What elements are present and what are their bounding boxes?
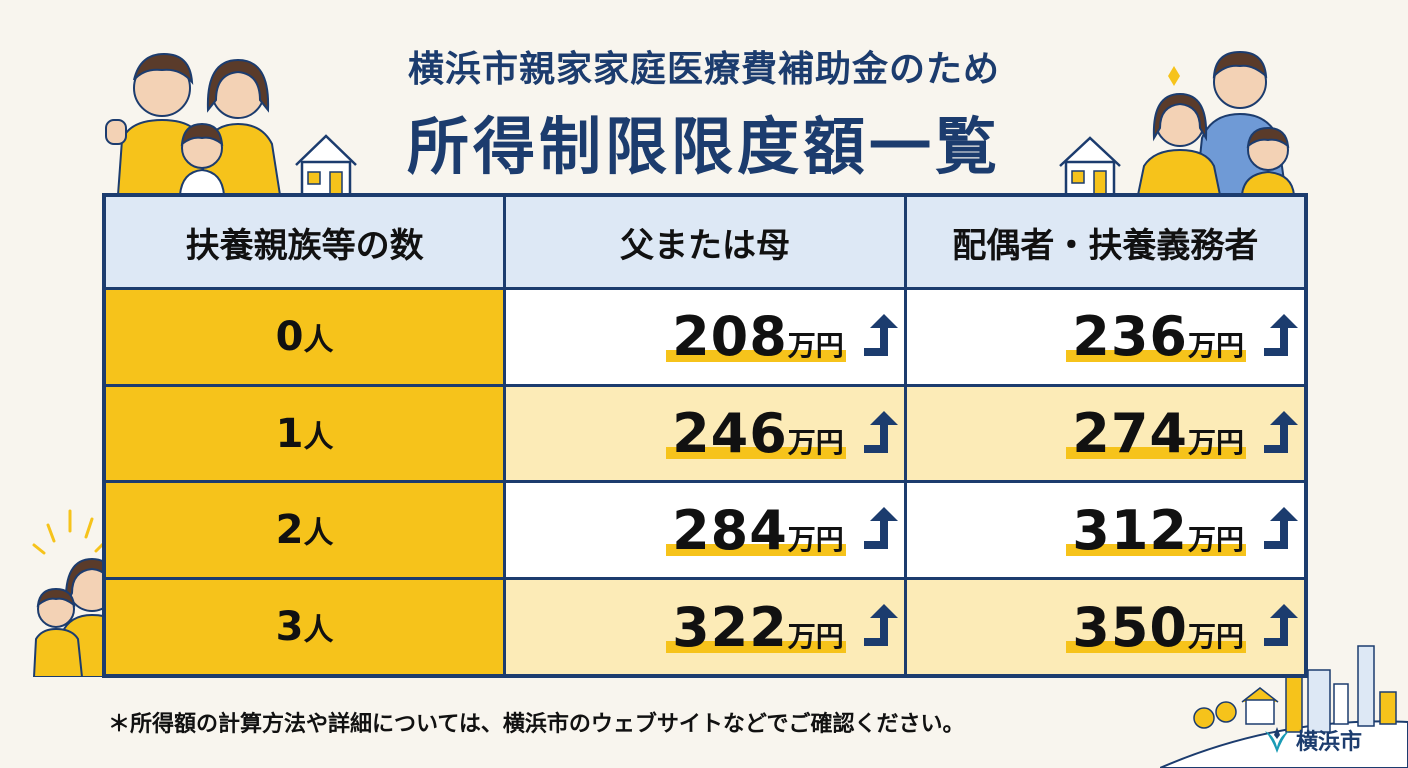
footnote: ＊所得額の計算方法や詳細については、横浜市のウェブサイトなどでご確認ください。 xyxy=(108,712,965,737)
parent-amount: 208 xyxy=(672,305,788,369)
amount-unit: 万円 xyxy=(787,426,844,460)
arrow-up-icon xyxy=(1264,507,1298,550)
amount-unit: 万円 xyxy=(787,522,844,556)
spouse-limit-cell: 312万円 xyxy=(903,480,1308,581)
dependents-count-cell: 1人 xyxy=(102,383,507,484)
dependents-unit: 人 xyxy=(303,516,334,552)
header-parent: 父または母 xyxy=(503,193,907,290)
arrow-up-icon xyxy=(863,410,898,453)
spouse-amount: 350 xyxy=(1072,595,1188,659)
parent-limit-cell: 284万円 xyxy=(503,480,907,581)
city-skyline-illustration xyxy=(1160,645,1408,768)
table-row: 3人 322万円 350万円 xyxy=(102,577,1308,678)
arrow-up-icon xyxy=(863,313,898,356)
family-illustration-left xyxy=(105,52,357,195)
parent-amount: 246 xyxy=(672,402,788,466)
parent-amount: 322 xyxy=(672,595,788,659)
table-row: 0人 208万円 236万円 xyxy=(102,287,1308,387)
amount-unit: 万円 xyxy=(1187,619,1244,653)
dependents-count: 1 xyxy=(275,410,304,457)
spouse-limit-cell: 274万円 xyxy=(903,383,1308,484)
amount-unit: 万円 xyxy=(1187,329,1244,363)
dependents-unit: 人 xyxy=(303,613,334,649)
header-spouse: 配偶者・扶養義務者 xyxy=(903,193,1308,290)
table-row: 1人 246万円 274万円 xyxy=(102,383,1308,484)
amount-unit: 万円 xyxy=(787,329,844,363)
spouse-amount: 312 xyxy=(1072,498,1188,562)
arrow-up-icon xyxy=(1264,410,1298,453)
spouse-limit-cell: 350万円 xyxy=(903,577,1308,678)
dependents-count-cell: 0人 xyxy=(102,287,507,387)
dependents-count-cell: 2人 xyxy=(102,480,507,581)
spouse-amount: 236 xyxy=(1072,305,1188,369)
dependents-count: 3 xyxy=(275,604,304,651)
arrow-up-icon xyxy=(1264,604,1298,647)
amount-unit: 万円 xyxy=(1187,522,1244,556)
table-row: 2人 284万円 312万円 xyxy=(102,480,1308,581)
page-subtitle: 横浜市親家家庭医療費補助金のため xyxy=(407,49,1000,90)
dependents-unit: 人 xyxy=(303,322,334,358)
logo-text: 横浜市 xyxy=(1296,730,1363,755)
income-limit-table: 扶養親族等の数 父または母 配偶者・扶養義務者 0人 208万円 236万円 1人 24… xyxy=(102,193,1308,678)
parent-limit-cell: 322万円 xyxy=(503,577,907,678)
arrow-up-icon xyxy=(863,507,898,550)
dependents-count: 2 xyxy=(275,507,304,554)
dependents-count: 0 xyxy=(275,313,304,360)
parent-amount: 284 xyxy=(672,498,788,562)
amount-unit: 万円 xyxy=(787,619,844,653)
arrow-up-icon xyxy=(1264,313,1298,356)
dependents-unit: 人 xyxy=(303,419,334,455)
yokohama-logo: 横浜市 xyxy=(1262,724,1362,756)
header-dependents: 扶養親族等の数 xyxy=(102,193,507,290)
table-header-row: 扶養親族等の数 父または母 配偶者・扶養義務者 xyxy=(102,193,1308,290)
spouse-limit-cell: 236万円 xyxy=(903,287,1308,387)
spouse-amount: 274 xyxy=(1072,402,1188,466)
page-title: 所得制限限度額一覧 xyxy=(406,110,1001,183)
parent-limit-cell: 208万円 xyxy=(503,287,907,387)
arrow-up-icon xyxy=(863,604,898,647)
family-illustration-right xyxy=(1059,50,1296,195)
dependents-count-cell: 3人 xyxy=(102,577,507,678)
amount-unit: 万円 xyxy=(1187,426,1244,460)
yokohama-emblem-icon xyxy=(1265,727,1289,753)
parent-limit-cell: 246万円 xyxy=(503,383,907,484)
